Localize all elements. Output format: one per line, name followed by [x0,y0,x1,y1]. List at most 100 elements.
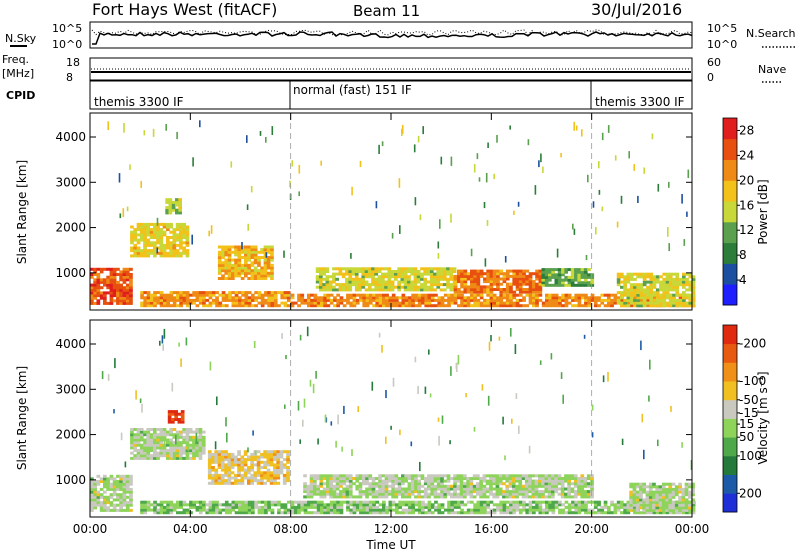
heatmap-cell [139,249,144,253]
heatmap-cell [397,267,401,271]
heatmap-cell [214,468,219,472]
heatmap-cell [329,505,334,509]
heatmap-cell [414,477,418,480]
heatmap-cell [221,269,225,273]
heatmap-cell [182,246,186,250]
heatmap-cell [267,508,271,512]
heatmap-cell [250,479,254,483]
heatmap-cell [633,283,637,287]
colorbar-tick-label: 12 [739,223,754,237]
heatmap-cell [632,495,637,499]
heatmap-cell [220,468,225,472]
heatmap-cell [532,298,536,302]
heatmap-cell [348,490,353,494]
heatmap-cell [332,484,337,488]
heatmap-cell [390,288,395,292]
colorbar-tick-label: -100 [739,374,766,388]
heatmap-cell [351,270,356,273]
heatmap-cell [364,272,369,276]
heatmap-cell [391,296,396,300]
heatmap-cell [633,272,637,276]
freq-label-line2: [MHz] [2,67,34,80]
heatmap-cell [328,280,333,284]
heatmap-cell [99,267,104,271]
heatmap-cell [684,506,689,510]
heatmap-cell [620,285,624,289]
heatmap-cell [401,490,405,494]
heatmap-cell [407,285,411,289]
heatmap-cell [535,301,539,305]
heatmap-cell [580,490,585,494]
heatmap-cell [205,304,210,308]
heatmap-cell [541,508,546,512]
heatmap-cell [99,280,104,284]
heatmap-cell [299,439,301,444]
heatmap-cell [413,275,418,279]
heatmap-cell [590,500,595,504]
heatmap-cell [398,301,402,305]
heatmap-cell [260,473,264,477]
heatmap-cell [442,267,447,271]
heatmap-cell [133,443,138,447]
heatmap-cell [671,503,676,507]
heatmap-cell [470,277,474,281]
heatmap-cell [407,474,412,478]
heatmap-cell [453,505,458,509]
heatmap-cell [269,460,274,464]
heatmap-cell [463,495,467,499]
heatmap-cell [159,246,164,250]
heatmap-cell [574,500,579,504]
heatmap-cell [413,285,418,289]
heatmap-cell [159,441,164,445]
heatmap-cell [430,503,435,507]
heatmap-cell [374,285,379,289]
heatmap-cell [394,490,399,494]
heatmap-cell [330,421,333,426]
heatmap-cell [390,283,395,287]
heatmap-cell [489,290,494,294]
heatmap-cell [648,482,653,486]
heatmap-cell [364,275,369,279]
heatmap-cell [339,500,344,504]
heatmap-cell [541,304,546,308]
heatmap-cell [470,269,474,273]
heatmap-cell [470,298,474,302]
heatmap-cell [603,511,608,515]
heatmap-cell [580,477,585,480]
heatmap-cell [629,285,634,289]
heatmap-cell [156,503,161,507]
heatmap-cell [153,233,157,237]
heatmap-cell [479,505,484,509]
heatmap-cell [479,482,483,486]
heatmap-cell [93,288,97,292]
heatmap-cell [518,293,523,297]
heatmap-cell [362,304,367,308]
heatmap-cell [629,508,633,512]
heatmap-cell [225,417,227,427]
heatmap-cell [247,253,251,257]
heatmap-cell [342,492,346,496]
heatmap-cell [538,298,543,302]
heatmap-cell [266,450,271,454]
heatmap-cell [384,288,388,292]
heatmap-cell [323,298,327,302]
heatmap-cell [217,269,222,273]
heatmap-cell [492,477,496,480]
heatmap-cell [182,446,186,450]
heatmap-cell [672,298,676,302]
heatmap-cell [515,492,519,496]
heatmap-cell [326,293,331,297]
heatmap-cell [192,291,196,295]
heatmap-cell [682,304,686,308]
heatmap-cell [531,479,536,483]
heatmap-cell [661,493,666,497]
heatmap-cell [603,293,608,297]
heatmap-cell [665,498,669,502]
heatmap-cell [672,280,676,284]
heatmap-cell [172,228,177,232]
heatmap-cell [498,479,503,483]
heatmap-cell [263,258,268,262]
heatmap-cell [240,481,245,485]
heatmap-cell [665,272,670,276]
heatmap-cell [463,290,468,294]
